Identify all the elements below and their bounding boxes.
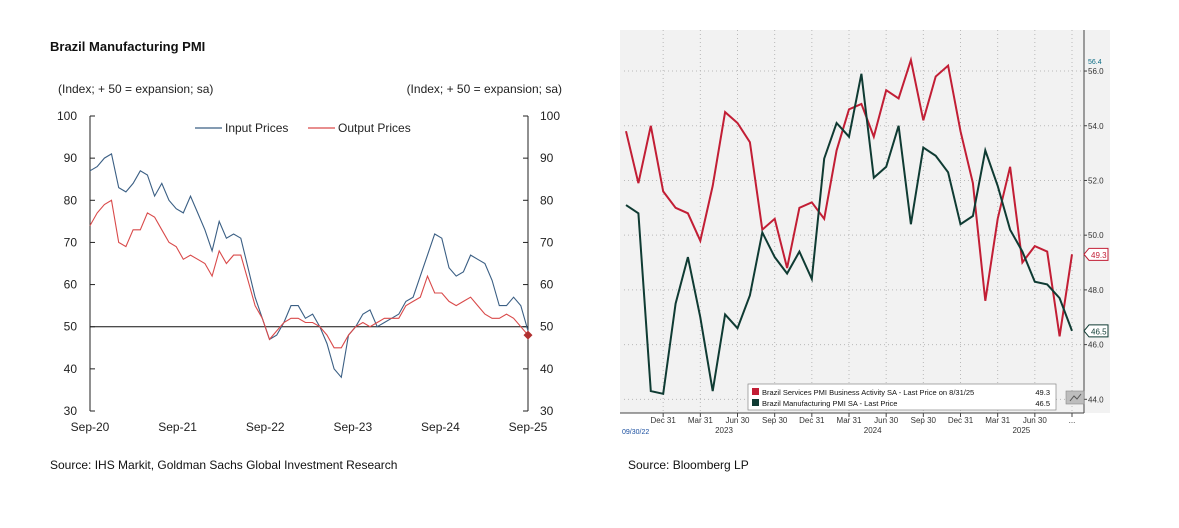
left-y-tick-label: 100 (57, 109, 77, 123)
legend-swatch-services (752, 388, 759, 395)
x-month-label: Dec 31 (650, 416, 676, 425)
output-prices-line (89, 199, 529, 349)
right-y-tick-label: 80 (540, 193, 554, 207)
legend-label-services: Brazil Services PMI Business Activity SA… (762, 388, 974, 397)
y-tick-label: 56.0 (1088, 67, 1104, 76)
left-y-tick-label: 90 (64, 151, 78, 165)
bloomberg-pmi-chart: 44.0 46.0 48.0 50.0 52.0 54.0 56.056.4 Dec 31 Ma… (620, 30, 1110, 440)
right-y-tick-label: 100 (540, 109, 560, 123)
input-prices-line (89, 153, 529, 379)
value-tag-text: 49.3 (1091, 251, 1107, 260)
y-tick-label: 44.0 (1088, 395, 1104, 404)
right-y-tick-label: 40 (540, 362, 554, 376)
x-month-label: Jun 30 (1023, 416, 1048, 425)
x-tick-label: Sep-21 (158, 420, 197, 434)
right-y-tick-label: 90 (540, 151, 554, 165)
x-year-label: 2024 (864, 426, 882, 435)
x-month-label: ... (1069, 416, 1076, 425)
x-tick-label: Sep-22 (246, 420, 285, 434)
value-tag-text: 46.5 (1091, 327, 1107, 336)
left-y-tick-label: 50 (64, 320, 78, 334)
value-tag-box (1083, 324, 1109, 338)
left-y-tick-label: 70 (64, 235, 78, 249)
right-y-tick-label: 60 (540, 278, 554, 292)
top-value-tag: 56.4 (1088, 59, 1102, 66)
x-tick-label: Sep-25 (509, 420, 548, 434)
x-month-label: Sep 30 (911, 416, 937, 425)
services-last-value-tag: 49.3 (1083, 247, 1109, 261)
manufacturing-last-value-tag: 46.5 (1083, 324, 1109, 338)
right-source-note: Source: Bloomberg LP (628, 458, 749, 472)
y-tick-label: 46.0 (1088, 341, 1104, 350)
x-month-label: Jun 30 (874, 416, 899, 425)
manufacturing-pmi-line (625, 73, 1073, 396)
chart-title: Brazil Manufacturing PMI (50, 39, 205, 54)
input-output-prices-chart: Brazil Manufacturing PMI (Index; + 50 = … (50, 39, 562, 434)
left-y-tick-label: 60 (64, 278, 78, 292)
left-y-tick-label: 30 (64, 404, 78, 418)
chart-options-icon-glyph (1069, 393, 1082, 402)
right-y-tick-label: 70 (540, 235, 554, 249)
legend-label-output: Output Prices (338, 121, 411, 135)
left-y-tick-label: 80 (64, 193, 78, 207)
y-tick-label: 52.0 (1088, 176, 1104, 185)
x-tick-label: Sep-24 (421, 420, 460, 434)
y-tick-label: 48.0 (1088, 286, 1104, 295)
x-month-label: Dec 31 (799, 416, 825, 425)
x-tick-label: Sep-23 (333, 420, 372, 434)
legend-value-manufacturing: 46.5 (1035, 399, 1050, 408)
x-month-label: Mar 31 (688, 416, 713, 425)
y-tick-label: 54.0 (1088, 122, 1104, 131)
x-month-label: Sep 30 (762, 416, 788, 425)
left-y-tick-label: 40 (64, 362, 78, 376)
x-month-label: Dec 31 (948, 416, 974, 425)
right-y-tick-label: 30 (540, 404, 554, 418)
legend-swatch-manufacturing (752, 399, 759, 406)
y-tick-label: 50.0 (1088, 231, 1104, 240)
x-tick-label: Sep-20 (71, 420, 110, 434)
x-month-label: Mar 31 (837, 416, 862, 425)
left-source-note: Source: IHS Markit, Goldman Sachs Global… (50, 458, 398, 472)
services-pmi-line (625, 56, 1073, 337)
legend-box (747, 383, 1057, 411)
legend-value-services: 49.3 (1035, 388, 1050, 397)
x-month-label: Jun 30 (725, 416, 750, 425)
x-year-label: 2023 (715, 426, 733, 435)
left-axis-label: (Index; + 50 = expansion; sa) (58, 82, 213, 96)
legend-label-input: Input Prices (225, 121, 288, 135)
x-year-label: 2025 (1012, 426, 1030, 435)
latest-value-marker (523, 330, 533, 340)
right-y-tick-label: 50 (540, 320, 554, 334)
x-start-date-label: 09/30/22 (622, 429, 649, 436)
legend-label-manufacturing: Brazil Manufacturing PMI SA - Last Price (762, 399, 897, 408)
x-month-label: Mar 31 (985, 416, 1010, 425)
value-tag-box (1083, 247, 1109, 261)
chart-options-icon[interactable] (1065, 390, 1085, 405)
right-axis-label: (Index; + 50 = expansion; sa) (407, 82, 562, 96)
x-axis-band (620, 413, 1110, 440)
